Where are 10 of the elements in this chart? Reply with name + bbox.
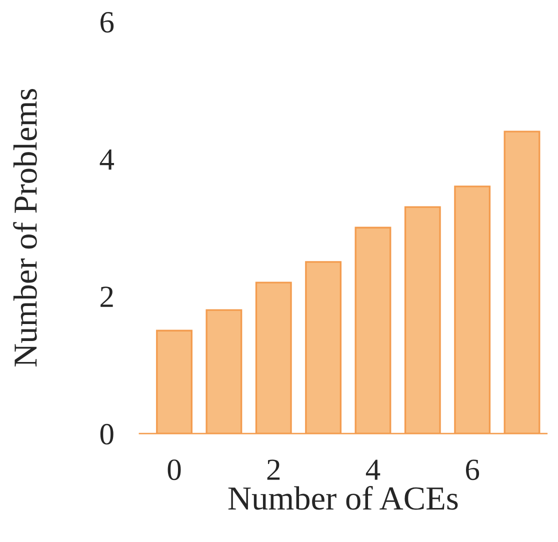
y-tick-label: 4 xyxy=(100,149,114,170)
y-tick-label: 0 xyxy=(100,424,114,444)
x-tick-label: 2 xyxy=(267,460,280,480)
x-tick-label: 4 xyxy=(366,460,380,480)
y-tick-label: 2 xyxy=(100,286,113,307)
x-axis-title: Number of ACEs xyxy=(228,486,458,510)
y-axis-title: Number of Problems xyxy=(13,89,37,366)
x-tick-label: 0 xyxy=(168,459,181,480)
x-tick-label: 6 xyxy=(466,460,480,480)
y-tick-label: 6 xyxy=(100,12,114,33)
